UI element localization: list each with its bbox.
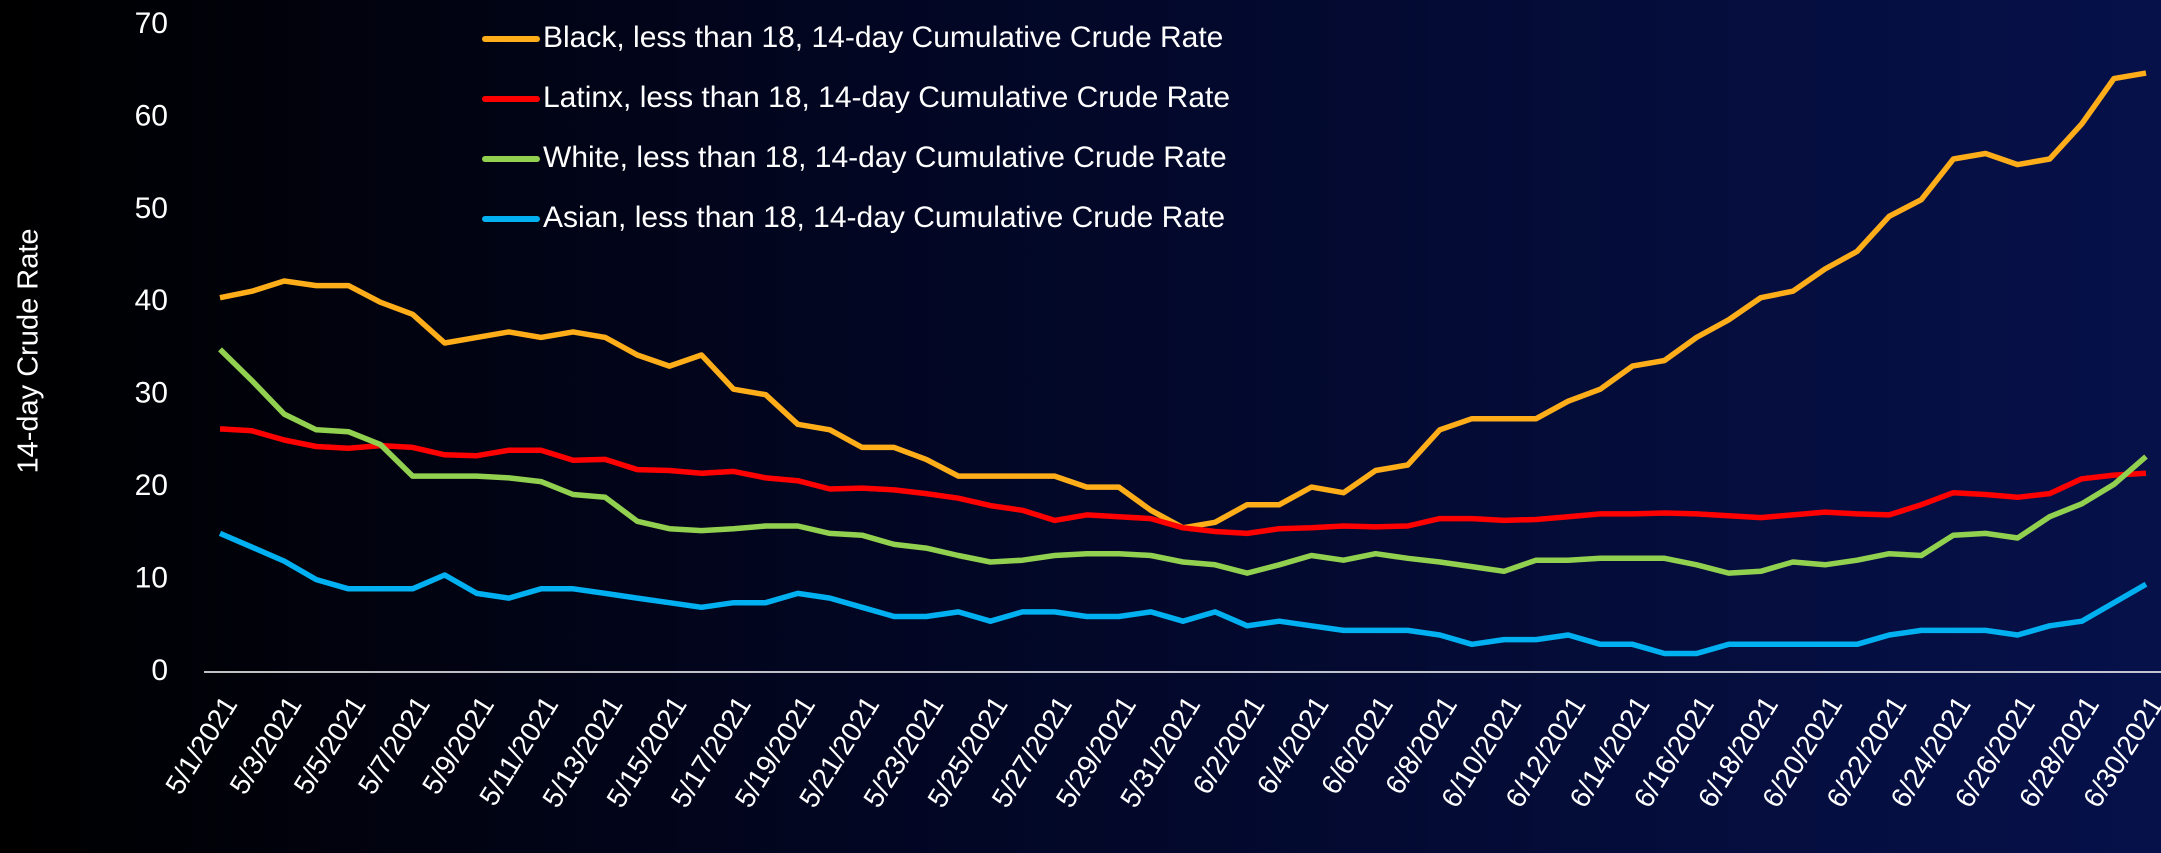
series-line (218, 347, 2148, 576)
legend-label: White, less than 18, 14-day Cumulative C… (543, 141, 1227, 174)
y-tick-label: 0 (151, 654, 168, 687)
series-line (219, 426, 2147, 537)
y-tick-label: 30 (135, 377, 168, 410)
series-line (218, 530, 2148, 657)
y-axis-title: 14-day Crude Rate (13, 228, 45, 473)
legend-label: Black, less than 18, 14-day Cumulative C… (543, 21, 1223, 54)
legend-label: Latinx, less than 18, 14-day Cumulative … (543, 81, 1230, 114)
y-tick-label: 20 (135, 469, 168, 502)
y-tick-label: 70 (135, 7, 168, 40)
y-tick-label: 50 (135, 192, 168, 225)
y-tick-label: 60 (135, 99, 168, 132)
legend-label: Asian, less than 18, 14-day Cumulative C… (543, 201, 1225, 234)
y-tick-label: 40 (135, 284, 168, 317)
y-tick-label: 10 (135, 561, 168, 594)
